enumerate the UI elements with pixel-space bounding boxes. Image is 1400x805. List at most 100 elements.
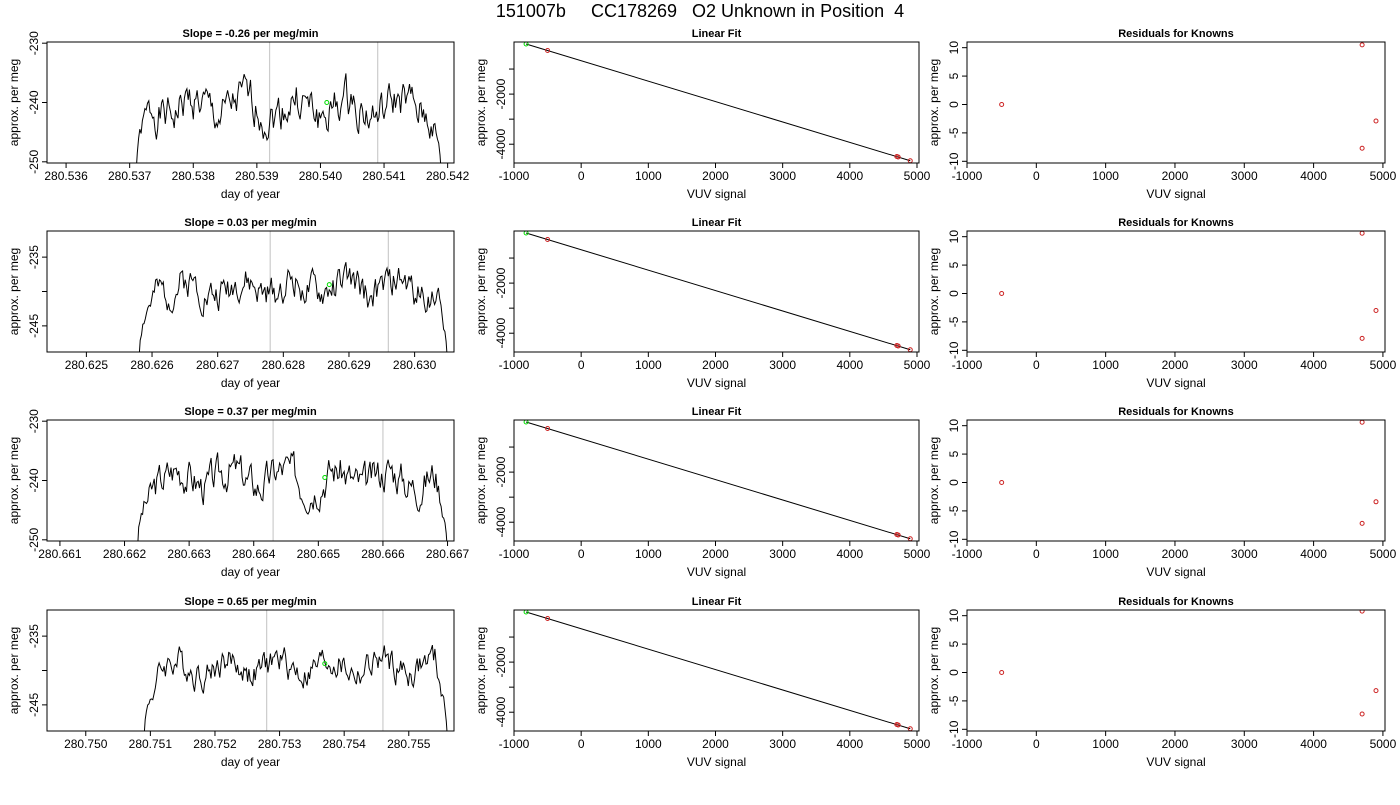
y-tick-label: 0 <box>947 669 961 676</box>
subplot-title: Slope = 0.03 per meg/min <box>184 217 317 229</box>
data-point <box>999 479 1005 485</box>
y-tick-label: -250 <box>27 527 41 551</box>
plot-area <box>143 610 448 731</box>
plot-area <box>999 42 1379 151</box>
x-tick-label: 2000 <box>702 358 729 372</box>
plot-area <box>137 420 448 541</box>
subplot-title: Linear Fit <box>692 596 742 608</box>
data-point <box>1359 711 1365 717</box>
subplot-r4-c3: Residuals for Knowns VUV signal approx. pe… <box>927 596 1397 769</box>
y-tick-label: -4000 <box>494 318 508 349</box>
plot-area <box>523 610 913 731</box>
x-axis-label: VUV signal <box>687 187 746 201</box>
data-point <box>1373 308 1379 314</box>
y-axis-label: approx. per meg <box>927 437 941 524</box>
x-tick-label: 1000 <box>1092 737 1119 751</box>
x-tick-label: 5000 <box>1370 737 1397 751</box>
plot-area <box>999 610 1379 717</box>
plot-frame <box>513 41 920 164</box>
y-tick-label: -235 <box>27 624 41 648</box>
y-tick-label: -10 <box>947 720 961 738</box>
plot-area <box>999 420 1379 526</box>
data-point <box>1359 145 1365 151</box>
x-tick-label: -1000 <box>499 169 530 183</box>
subplot-r1-c3: Residuals for Knowns VUV signal approx. pe… <box>927 28 1397 201</box>
x-tick-label: 280.751 <box>129 737 173 751</box>
x-tick-label: 2000 <box>702 547 729 561</box>
x-tick-label: 0 <box>1033 547 1040 561</box>
x-tick-label: 2000 <box>702 737 729 751</box>
data-point <box>895 532 901 538</box>
subplot-r2-c1: Slope = 0.03 per meg/min day of year appro… <box>7 217 455 390</box>
x-tick-label: 1000 <box>1092 547 1119 561</box>
x-tick-label: 5000 <box>904 737 931 751</box>
x-tick-label: 280.625 <box>65 358 109 372</box>
y-axis-label: approx. per meg <box>7 59 21 146</box>
x-axis-label: VUV signal <box>687 565 746 579</box>
x-axis-label: day of year <box>221 565 280 579</box>
subplot-r2-c2: Linear Fit VUV signal approx. per meg -1000… <box>474 217 931 390</box>
y-tick-label: -245 <box>27 314 41 338</box>
plot-frame <box>966 41 1386 164</box>
y-tick-label: 5 <box>947 450 961 457</box>
y-axis-label: approx. per meg <box>474 627 488 714</box>
x-tick-label: 280.661 <box>38 547 82 561</box>
x-tick-label: 280.626 <box>130 358 174 372</box>
plot-area <box>523 231 913 352</box>
x-tick-label: 280.627 <box>196 358 240 372</box>
x-axis-label: day of year <box>221 187 280 201</box>
x-tick-label: 3000 <box>769 547 796 561</box>
x-tick-label: 2000 <box>1162 358 1189 372</box>
x-tick-label: -1000 <box>499 547 530 561</box>
y-tick-label: 10 <box>947 41 961 55</box>
data-point <box>895 722 901 728</box>
y-axis-label: approx. per meg <box>474 59 488 146</box>
subplot-r2-c3: Residuals for Knowns VUV signal approx. pe… <box>927 217 1397 390</box>
x-tick-label: 280.540 <box>299 169 343 183</box>
x-tick-label: 280.539 <box>235 169 279 183</box>
data-point <box>1359 42 1365 48</box>
y-tick-label: -5 <box>947 695 961 706</box>
figure-title: 151007b CC178269 O2 Unknown in Position … <box>495 1 905 21</box>
x-tick-label: 3000 <box>1231 737 1258 751</box>
x-tick-label: 4000 <box>836 737 863 751</box>
plot-frame <box>966 609 1386 732</box>
x-tick-label: 4000 <box>1300 169 1327 183</box>
plot-area <box>999 231 1379 341</box>
x-tick-label: 280.663 <box>167 547 211 561</box>
plot-frame <box>966 419 1386 542</box>
x-axis-label: VUV signal <box>1146 755 1205 769</box>
subplot-r3-c2: Linear Fit VUV signal approx. per meg -1000… <box>474 406 931 579</box>
x-axis-label: day of year <box>221 755 280 769</box>
x-tick-label: 280.754 <box>322 737 366 751</box>
plot-frame <box>46 230 455 353</box>
data-point <box>895 154 901 160</box>
subplot-title: Linear Fit <box>692 406 742 418</box>
subplot-title: Linear Fit <box>692 28 742 40</box>
x-tick-label: 280.630 <box>393 358 437 372</box>
subplot-r3-c1: Slope = 0.37 per meg/min day of year appro… <box>7 406 470 579</box>
y-tick-label: -2000 <box>494 78 508 109</box>
data-point <box>1373 688 1379 694</box>
x-tick-label: 280.666 <box>361 547 405 561</box>
x-tick-label: 2000 <box>1162 547 1189 561</box>
plot-area <box>138 231 448 352</box>
x-tick-label: 5000 <box>1370 358 1397 372</box>
y-tick-label: 10 <box>947 609 961 623</box>
x-tick-label: 4000 <box>836 547 863 561</box>
y-tick-label: 10 <box>947 230 961 244</box>
data-trace <box>137 451 448 541</box>
x-tick-label: 4000 <box>1300 547 1327 561</box>
x-tick-label: 280.537 <box>108 169 152 183</box>
x-tick-label: 0 <box>578 737 585 751</box>
x-tick-label: 280.542 <box>426 169 470 183</box>
x-tick-label: 3000 <box>1231 358 1258 372</box>
subplot-title: Residuals for Knowns <box>1118 217 1234 229</box>
x-tick-label: 4000 <box>836 358 863 372</box>
x-tick-label: 280.628 <box>262 358 306 372</box>
subplot-title: Residuals for Knowns <box>1118 406 1234 418</box>
x-tick-label: 4000 <box>1300 358 1327 372</box>
plot-frame <box>513 419 920 542</box>
x-tick-label: 5000 <box>904 358 931 372</box>
